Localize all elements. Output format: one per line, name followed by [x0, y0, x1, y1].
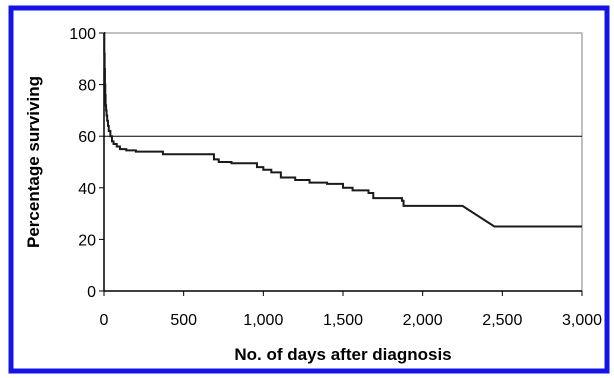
- x-tick-label: 1,500: [323, 312, 363, 329]
- x-tick-labels: 0 500 1,000 1,500 2,000 2,500 3,000: [100, 291, 602, 329]
- plot-area: [103, 32, 583, 292]
- x-axis-title: No. of days after diagnosis: [234, 345, 451, 364]
- y-tick-label: 60: [78, 129, 96, 146]
- outer-frame: [8, 5, 610, 374]
- y-axis-title: Percentage surviving: [24, 76, 43, 248]
- y-tick-label: 80: [78, 78, 96, 95]
- x-tick-label: 2,000: [403, 312, 443, 329]
- series-layer: [103, 32, 582, 228]
- x-tick-label: 0: [100, 312, 109, 329]
- y-tick-label: 40: [78, 181, 96, 198]
- x-tick-label: 500: [170, 312, 197, 329]
- x-tick-label: 1,000: [243, 312, 283, 329]
- x-tick-label: 2,500: [482, 312, 522, 329]
- y-tick-label: 20: [78, 232, 96, 249]
- x-tick-label: 3,000: [562, 312, 602, 329]
- y-tick-labels: 0 20 40 60 80 100: [69, 26, 104, 301]
- axes: [103, 33, 582, 292]
- y-tick-label: 100: [69, 26, 96, 43]
- survival-curve: [103, 32, 582, 228]
- y-tick-label: 0: [87, 284, 96, 301]
